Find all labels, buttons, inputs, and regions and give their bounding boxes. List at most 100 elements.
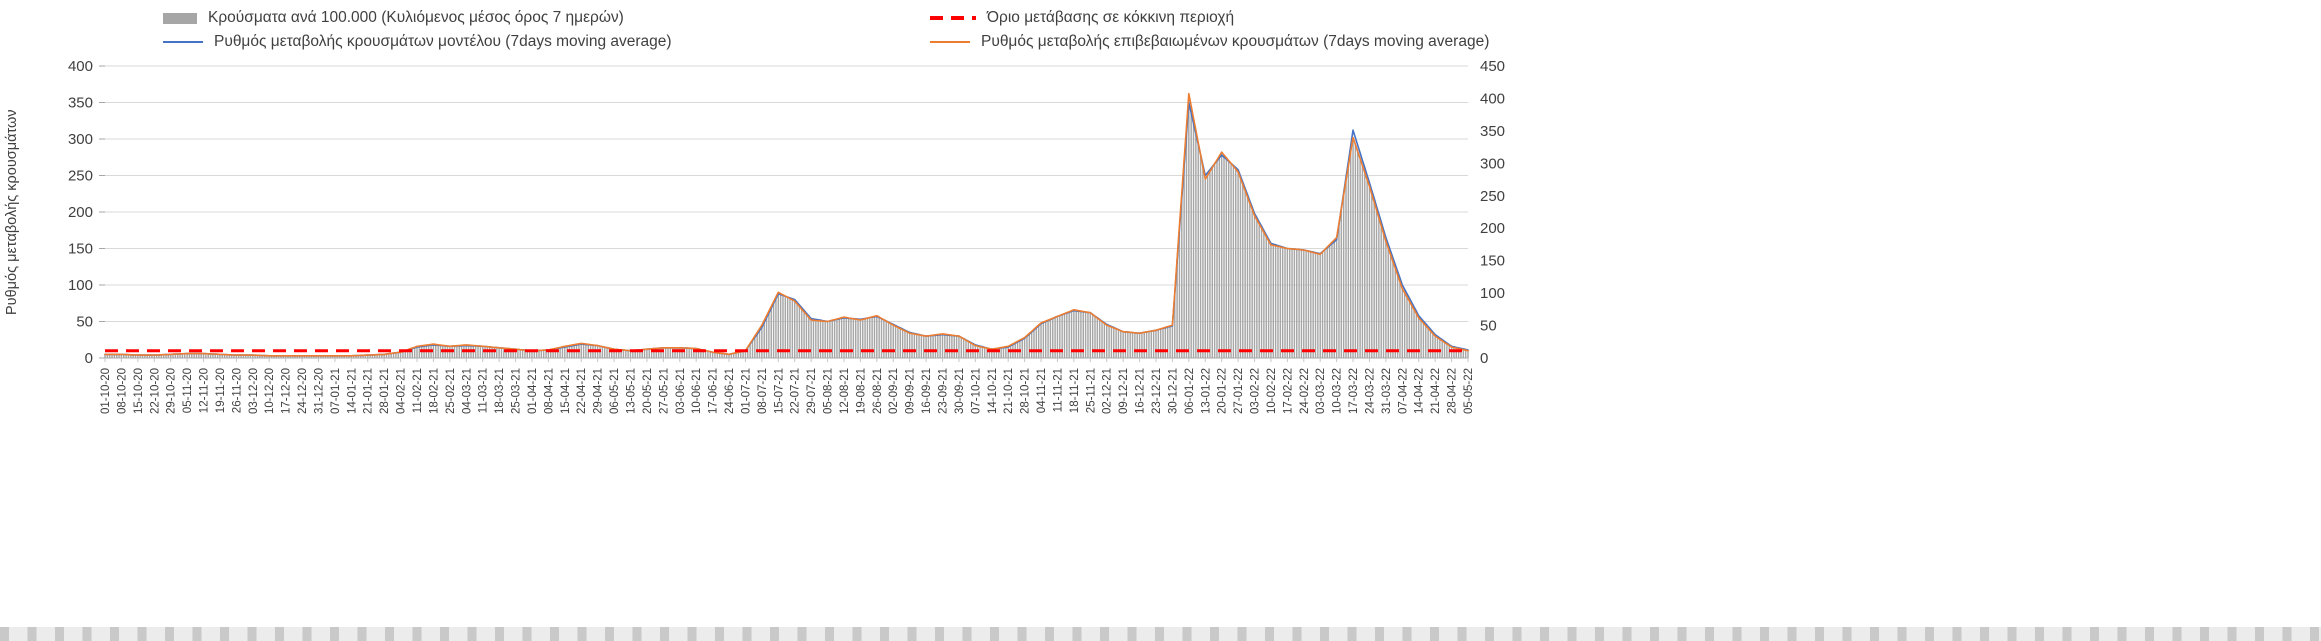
orange-line-marker-icon <box>930 41 970 43</box>
svg-text:21-04-22: 21-04-22 <box>1430 368 1442 414</box>
svg-text:26-08-21: 26-08-21 <box>872 368 884 414</box>
svg-text:01-04-21: 01-04-21 <box>527 368 539 414</box>
svg-text:50: 50 <box>76 314 93 331</box>
bar-series-marker-icon <box>163 12 197 24</box>
svg-text:18-11-21: 18-11-21 <box>1069 368 1081 413</box>
svg-text:31-12-20: 31-12-20 <box>313 368 325 414</box>
bottom-strip <box>0 627 2321 641</box>
svg-text:29-10-20: 29-10-20 <box>166 368 178 414</box>
svg-text:17-12-20: 17-12-20 <box>281 368 293 414</box>
svg-text:27-05-21: 27-05-21 <box>658 368 670 414</box>
svg-text:28-01-21: 28-01-21 <box>379 368 391 414</box>
svg-text:13-05-21: 13-05-21 <box>625 368 637 414</box>
svg-text:10-06-21: 10-06-21 <box>691 368 703 414</box>
svg-text:08-10-20: 08-10-20 <box>116 368 128 414</box>
svg-text:17-02-22: 17-02-22 <box>1282 368 1294 414</box>
legend-item-cases-bars: Κρούσματα ανά 100.000 (Κυλιόμενος μέσος … <box>163 9 624 27</box>
y-axis-right-labels: 0 50 100 150 200 250 300 350 400 450 <box>1480 58 1505 367</box>
svg-text:03-02-22: 03-02-22 <box>1250 368 1262 414</box>
svg-text:20-01-22: 20-01-22 <box>1217 368 1229 414</box>
svg-text:06-01-22: 06-01-22 <box>1184 368 1196 414</box>
svg-text:450: 450 <box>1480 58 1505 75</box>
bars-series <box>104 93 1469 359</box>
svg-text:150: 150 <box>1480 253 1505 270</box>
svg-text:18-02-21: 18-02-21 <box>428 368 440 414</box>
svg-text:0: 0 <box>85 350 93 367</box>
svg-text:04-02-21: 04-02-21 <box>396 368 408 414</box>
svg-text:100: 100 <box>1480 285 1505 302</box>
y-axis-left-labels: 0 50 100 150 200 250 300 350 400 <box>68 58 105 367</box>
svg-text:17-03-22: 17-03-22 <box>1348 368 1360 414</box>
svg-text:19-08-21: 19-08-21 <box>855 368 867 414</box>
legend-label-model-line: Ρυθμός μεταβολής κρουσμάτων μοντέλου (7d… <box>214 33 672 50</box>
svg-text:15-10-20: 15-10-20 <box>133 368 145 414</box>
svg-text:21-10-21: 21-10-21 <box>1003 368 1015 414</box>
svg-text:14-04-22: 14-04-22 <box>1414 368 1426 414</box>
svg-text:05-08-21: 05-08-21 <box>823 368 835 414</box>
svg-text:200: 200 <box>1480 220 1505 237</box>
svg-text:0: 0 <box>1480 350 1488 367</box>
svg-text:26-11-20: 26-11-20 <box>231 368 243 413</box>
svg-text:30-09-21: 30-09-21 <box>954 368 966 414</box>
svg-text:05-05-22: 05-05-22 <box>1463 368 1475 414</box>
confirmed-line <box>104 92 1469 357</box>
svg-text:15-04-21: 15-04-21 <box>560 368 572 414</box>
svg-text:24-02-22: 24-02-22 <box>1299 368 1311 414</box>
svg-text:29-04-21: 29-04-21 <box>593 368 605 414</box>
svg-text:16-09-21: 16-09-21 <box>921 368 933 414</box>
svg-text:25-02-21: 25-02-21 <box>445 368 457 414</box>
svg-text:100: 100 <box>68 277 93 294</box>
svg-text:250: 250 <box>68 168 93 185</box>
svg-text:22-10-20: 22-10-20 <box>149 368 161 414</box>
legend-item-model-line: Ρυθμός μεταβολής κρουσμάτων μοντέλου (7d… <box>163 33 672 51</box>
svg-text:18-03-21: 18-03-21 <box>494 368 506 414</box>
x-axis-labels: 01-10-20 08-10-20 15-10-20 22-10-20 29-10-20… <box>100 358 1475 414</box>
svg-text:06-05-21: 06-05-21 <box>609 368 621 414</box>
svg-text:02-09-21: 02-09-21 <box>888 368 900 414</box>
chart-canvas: 0 50 100 150 200 250 300 350 400 0 50 100 150 200 250 3… <box>68 58 1505 414</box>
legend-label-threshold: Όριο μετάβασης σε κόκκινη περιοχή <box>987 9 1235 26</box>
svg-text:01-10-20: 01-10-20 <box>100 368 112 414</box>
svg-text:350: 350 <box>68 95 93 112</box>
svg-text:24-06-21: 24-06-21 <box>724 368 736 414</box>
svg-text:10-12-20: 10-12-20 <box>264 368 276 414</box>
svg-text:04-11-21: 04-11-21 <box>1036 368 1048 413</box>
svg-text:05-11-20: 05-11-20 <box>182 368 194 413</box>
svg-text:11-11-21: 11-11-21 <box>1052 368 1064 412</box>
svg-text:02-12-21: 02-12-21 <box>1102 368 1114 414</box>
legend-item-confirmed-line: Ρυθμός μεταβολής επιβεβαιωμένων κρουσμάτ… <box>930 33 1489 51</box>
svg-text:22-04-21: 22-04-21 <box>576 368 588 414</box>
svg-text:23-09-21: 23-09-21 <box>938 368 950 414</box>
svg-text:25-11-21: 25-11-21 <box>1085 368 1097 413</box>
svg-text:08-04-21: 08-04-21 <box>543 368 555 414</box>
svg-text:21-01-21: 21-01-21 <box>363 368 375 414</box>
legend-label-confirmed-line: Ρυθμός μεταβολής επιβεβαιωμένων κρουσμάτ… <box>981 33 1490 50</box>
chart-area: Κρούσματα ανά 100.000 (Κυλιόμενος μέσος … <box>4 9 1505 414</box>
svg-text:07-10-21: 07-10-21 <box>970 368 982 414</box>
svg-text:13-01-22: 13-01-22 <box>1200 368 1212 414</box>
svg-text:17-06-21: 17-06-21 <box>708 368 720 414</box>
svg-text:15-07-21: 15-07-21 <box>773 368 785 414</box>
svg-text:400: 400 <box>1480 90 1505 107</box>
svg-text:12-08-21: 12-08-21 <box>839 368 851 414</box>
svg-text:22-07-21: 22-07-21 <box>790 368 802 414</box>
svg-text:29-07-21: 29-07-21 <box>806 368 818 414</box>
svg-text:250: 250 <box>1480 188 1505 205</box>
svg-text:11-02-21: 11-02-21 <box>412 368 424 413</box>
svg-text:10-02-22: 10-02-22 <box>1266 368 1278 414</box>
svg-text:28-04-22: 28-04-22 <box>1447 368 1459 414</box>
svg-text:03-12-20: 03-12-20 <box>248 368 260 414</box>
svg-text:09-12-21: 09-12-21 <box>1118 368 1130 414</box>
svg-text:08-07-21: 08-07-21 <box>757 368 769 414</box>
svg-text:30-12-21: 30-12-21 <box>1167 368 1179 414</box>
svg-text:01-07-21: 01-07-21 <box>740 368 752 414</box>
svg-text:400: 400 <box>68 58 93 75</box>
svg-text:12-11-20: 12-11-20 <box>199 368 211 413</box>
blue-line-marker-icon <box>163 41 203 43</box>
svg-text:14-10-21: 14-10-21 <box>987 368 999 414</box>
svg-text:14-01-21: 14-01-21 <box>346 368 358 414</box>
svg-text:03-06-21: 03-06-21 <box>675 368 687 414</box>
svg-text:16-12-21: 16-12-21 <box>1135 368 1147 414</box>
svg-text:300: 300 <box>1480 155 1505 172</box>
svg-text:31-03-22: 31-03-22 <box>1381 368 1393 414</box>
